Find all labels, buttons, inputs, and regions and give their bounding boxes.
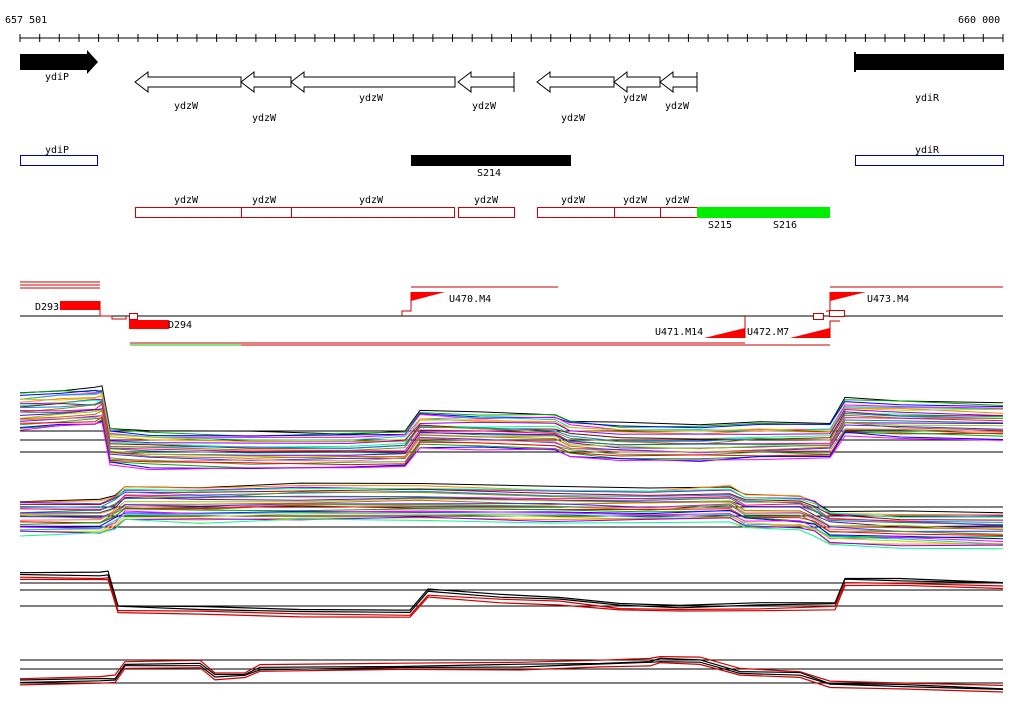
expression-profile-line <box>19 661 1004 690</box>
gene-label-ydiR: ydiR <box>915 93 940 104</box>
annotation-label-ydzW-5: ydzW <box>561 195 586 206</box>
expression-profile-line <box>19 421 1004 471</box>
feature-U472-marker[interactable] <box>790 328 830 338</box>
annotation-ydzW-6-box[interactable] <box>614 207 661 218</box>
annotation-ydzW-4-box[interactable] <box>458 207 515 218</box>
expression-profile-line <box>19 395 1004 443</box>
coordinate-ruler: 657 501 660 000 <box>5 15 1004 42</box>
ruler-ticks <box>19 34 1004 42</box>
annotation-ydzW-3-box[interactable] <box>291 207 455 218</box>
expression-profile-line <box>19 511 1004 545</box>
expression-track-3 <box>19 570 1004 618</box>
gene-ydiR-bar[interactable] <box>855 54 1004 70</box>
gene-label-ydiP: ydiP <box>45 72 69 83</box>
annotation-ydzW-5-box[interactable] <box>537 207 615 218</box>
feature-D294-marker <box>129 313 138 320</box>
segment-label-S214: S214 <box>477 168 501 179</box>
ruler-start-label: 657 501 <box>5 15 47 26</box>
feature-label-D294: D294 <box>168 320 192 331</box>
gene-label-ydzW-1: ydzW <box>174 101 199 112</box>
annotation-label-ydzW-2: ydzW <box>252 195 277 206</box>
gene-track: ydiP ydzW ydzW ydzW ydzW ydzW ydzW ydzW … <box>20 50 1004 124</box>
annotation-track-upper: ydiP S214 ydiR <box>20 145 1004 179</box>
gene-ydiP-forward-arrow-icon[interactable] <box>20 50 98 74</box>
gene-label-ydzW-4: ydzW <box>472 101 497 112</box>
gene-ydzW-7-reverse-arrow-icon[interactable] <box>659 70 698 94</box>
annotation-label-ydzW-4: ydzW <box>474 195 499 206</box>
expression-profile-line <box>19 657 1004 690</box>
ruler-end-label: 660 000 <box>958 15 1000 26</box>
expression-profile-line <box>19 496 1004 528</box>
expression-profile-line <box>19 495 1004 526</box>
annotation-label-ydzW-1: ydzW <box>174 195 199 206</box>
segment-label-S216: S216 <box>773 220 797 231</box>
expression-profile-line <box>19 573 1004 614</box>
feature-track: D293 D294 U470.M4 U471.M14 U472.M7 U473.… <box>20 281 1003 346</box>
feature-label-U473: U473.M4 <box>867 294 909 305</box>
feature-U473-box <box>829 310 845 317</box>
annotation-ydiR-box[interactable] <box>855 155 1004 166</box>
annotation-label-ydzW-7: ydzW <box>665 195 690 206</box>
expression-profile-line <box>19 498 1004 531</box>
annotation-ydzW-7-box[interactable] <box>660 207 698 218</box>
feature-label-U472: U472.M7 <box>747 327 789 338</box>
feature-D293-bar[interactable] <box>60 301 100 310</box>
expression-profile-line <box>19 509 1004 540</box>
expression-profile-line <box>19 513 1004 546</box>
feature-D294-bar[interactable] <box>129 320 169 329</box>
feature-U472-connector <box>829 320 840 338</box>
annotation-ydzW-2-box[interactable] <box>241 207 292 218</box>
gene-label-ydzW-7: ydzW <box>665 101 690 112</box>
annotation-label-ydiP: ydiP <box>45 145 69 156</box>
gene-label-ydzW-6: ydzW <box>623 93 648 104</box>
expression-track-1 <box>19 385 1004 471</box>
expression-profile-line <box>19 488 1003 518</box>
expression-profile-line <box>19 518 1004 550</box>
expression-track-4 <box>19 655 1004 693</box>
feature-U473-marker[interactable] <box>830 292 866 301</box>
expression-profile-line <box>19 410 1004 459</box>
segment-S214-bar[interactable] <box>411 155 571 166</box>
gene-ydzW-6-reverse-arrow-icon[interactable] <box>613 70 661 94</box>
annotation-label-ydiR: ydiR <box>915 145 940 156</box>
annotation-track-lower: ydzW ydzW ydzW ydzW ydzW ydzW ydzW S215 … <box>135 195 830 231</box>
feature-U472-box <box>813 313 824 320</box>
gene-ydzW-2-reverse-arrow-icon[interactable] <box>240 70 292 94</box>
expression-profile-line <box>19 655 1004 686</box>
feature-U473-connector <box>826 292 831 312</box>
segment-label-S215: S215 <box>708 220 732 231</box>
expression-profile-line <box>19 494 1004 527</box>
segment-S215-S216-bar[interactable] <box>697 207 830 218</box>
gene-label-ydzW-2: ydzW <box>252 113 277 124</box>
annotation-label-ydzW-6: ydzW <box>623 195 648 206</box>
feature-label-U470: U470.M4 <box>449 294 491 305</box>
gene-ydzW-4-reverse-arrow-icon[interactable] <box>457 70 515 94</box>
feature-label-U471: U471.M14 <box>655 327 703 338</box>
annotation-ydiP-box[interactable] <box>20 155 98 166</box>
expression-profile-line <box>19 503 1004 535</box>
annotation-label-ydzW-3: ydzW <box>359 195 384 206</box>
gene-ydzW-5-reverse-arrow-icon[interactable] <box>536 70 615 94</box>
feature-label-D293: D293 <box>35 302 59 313</box>
gene-label-ydzW-3: ydzW <box>359 93 384 104</box>
expression-profile-line <box>19 662 1004 693</box>
feature-U471-marker[interactable] <box>704 328 745 338</box>
expression-profile-line <box>19 570 1004 611</box>
expression-track-2 <box>19 482 1004 550</box>
gene-label-ydzW-5: ydzW <box>561 113 586 124</box>
annotation-ydzW-1-box[interactable] <box>135 207 242 218</box>
expression-profile-line <box>19 403 1004 452</box>
feature-U470-marker[interactable] <box>411 292 445 301</box>
gene-ydzW-3-reverse-arrow-icon[interactable] <box>290 70 456 94</box>
expression-profile-line <box>19 578 1004 618</box>
feature-U470-connector <box>401 292 412 316</box>
gene-ydzW-1-reverse-arrow-icon[interactable] <box>134 70 242 94</box>
expression-profile-line <box>19 490 1004 523</box>
expression-profile-line <box>19 385 1004 435</box>
expression-profile-line <box>19 503 1004 536</box>
feature-D293-connector <box>99 301 127 320</box>
